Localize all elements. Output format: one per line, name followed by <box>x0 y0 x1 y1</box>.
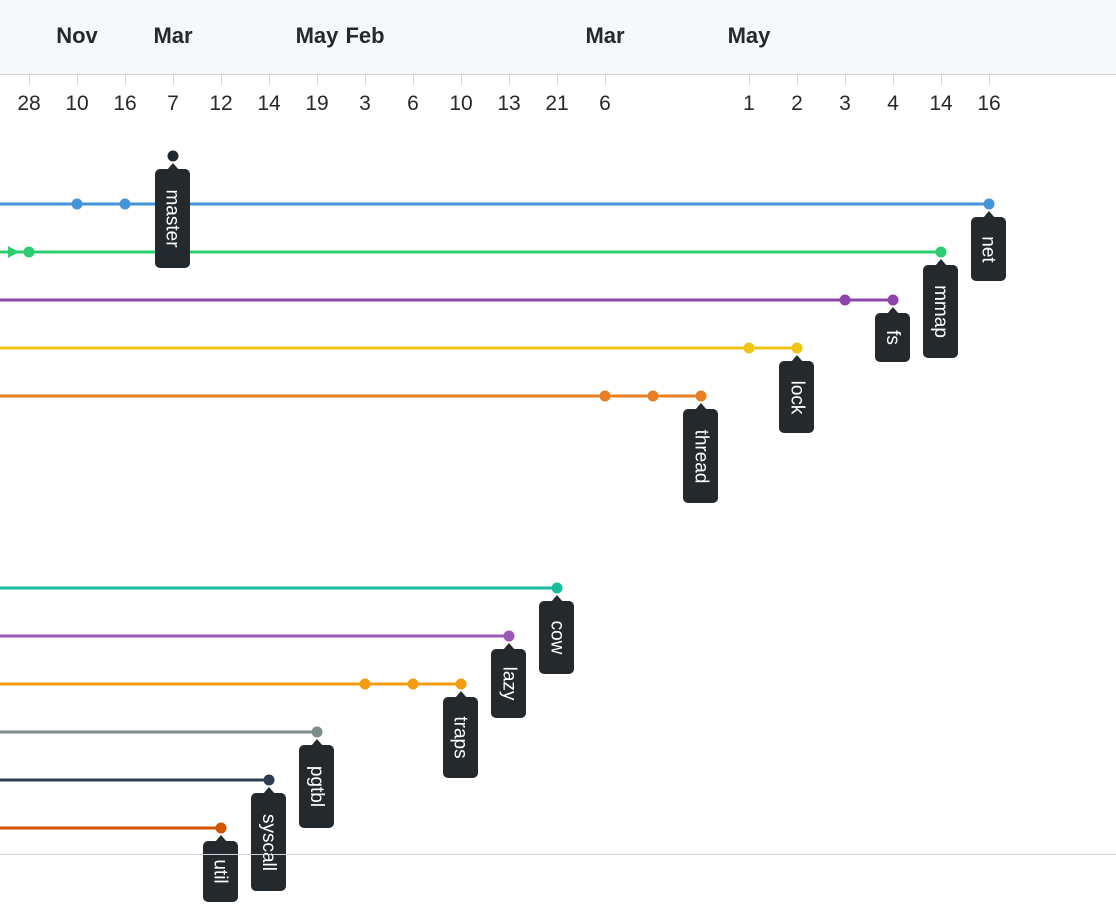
branch-label-syscall[interactable]: syscall <box>251 787 286 891</box>
day-tick <box>365 75 366 85</box>
day-label: 10 <box>449 92 473 115</box>
day-tick <box>413 75 414 85</box>
day-tick <box>893 75 894 85</box>
branch-label-text: traps <box>450 716 471 759</box>
commit-dot[interactable] <box>839 294 851 306</box>
commit-dot[interactable] <box>455 678 467 690</box>
commit-dot[interactable] <box>311 726 323 738</box>
day-label: 21 <box>545 92 569 115</box>
day-tick <box>941 75 942 85</box>
bottom-divider <box>0 854 1116 855</box>
day-tick <box>317 75 318 85</box>
branch-label-traps[interactable]: traps <box>443 691 478 778</box>
day-tick <box>173 75 174 85</box>
day-label: 7 <box>167 92 179 115</box>
month-label-mar-2: Mar <box>585 23 625 48</box>
day-tick <box>221 75 222 85</box>
month-label-may-2: May <box>727 23 771 48</box>
commit-dot[interactable] <box>935 246 947 258</box>
commit-dot[interactable] <box>263 774 275 786</box>
day-label: 1 <box>743 92 755 115</box>
day-label: 2 <box>791 92 803 115</box>
commit-dot[interactable] <box>887 294 899 306</box>
branch-label-text: pgtbl <box>306 765 328 808</box>
day-label: 14 <box>929 92 953 115</box>
day-label: 16 <box>113 92 137 115</box>
day-label: 19 <box>305 92 329 115</box>
day-tick <box>77 75 78 85</box>
branch-label-master[interactable]: master <box>155 163 190 268</box>
commit-dot[interactable] <box>119 198 131 210</box>
day-label: 16 <box>977 92 1001 115</box>
day-label: 4 <box>887 92 899 115</box>
branch-label-mmap[interactable]: mmap <box>923 259 958 358</box>
day-label: 14 <box>257 92 281 115</box>
day-tick <box>461 75 462 85</box>
day-tick <box>749 75 750 85</box>
day-tick <box>845 75 846 85</box>
commit-dot[interactable] <box>407 678 419 690</box>
commit-dot[interactable] <box>743 342 755 354</box>
day-label: 6 <box>407 92 419 115</box>
branch-label-text: syscall <box>258 813 280 871</box>
day-label: 6 <box>599 92 611 115</box>
day-tick <box>557 75 558 85</box>
month-header: Nov Mar May Feb Mar May <box>0 0 1116 75</box>
day-tick <box>989 75 990 85</box>
branch-label-text: lazy <box>497 666 519 701</box>
commit-dot[interactable] <box>791 342 803 354</box>
commit-dot[interactable] <box>647 390 659 402</box>
month-label-may: May <box>295 23 339 48</box>
day-tick <box>29 75 30 85</box>
branch-label-text: mmap <box>930 285 952 338</box>
day-label: 3 <box>839 92 851 115</box>
day-tick <box>797 75 798 85</box>
branch-label-text: fs <box>882 330 903 345</box>
day-tick <box>509 75 510 85</box>
commit-dot[interactable] <box>599 390 611 402</box>
commit-dot[interactable] <box>503 630 515 642</box>
commit-dot[interactable] <box>71 198 83 210</box>
commit-dot[interactable] <box>215 822 227 834</box>
branch-label-pgtbl[interactable]: pgtbl <box>299 739 334 828</box>
branch-label-lazy[interactable]: lazy <box>491 643 526 718</box>
day-tick <box>125 75 126 85</box>
merge-arrow-icon <box>8 246 19 258</box>
branch-label-thread[interactable]: thread <box>683 403 718 503</box>
branch-label-cow[interactable]: cow <box>539 595 574 674</box>
month-label-nov: Nov <box>56 23 98 48</box>
commit-dot[interactable] <box>695 390 707 402</box>
commit-dot[interactable] <box>23 246 35 258</box>
branch-label-net[interactable]: net <box>971 211 1006 281</box>
branch-label-text: net <box>977 235 999 263</box>
day-label: 10 <box>65 92 89 115</box>
day-label: 13 <box>497 92 521 115</box>
commit-dot[interactable] <box>551 582 563 594</box>
branch-label-fs[interactable]: fs <box>875 307 910 362</box>
commit-dot[interactable] <box>983 198 995 210</box>
month-label-mar: Mar <box>153 23 193 48</box>
branch-label-text: cow <box>545 620 567 655</box>
branch-label-text: lock <box>785 380 807 414</box>
day-tick <box>605 75 606 85</box>
branch-label-lock[interactable]: lock <box>779 355 814 433</box>
day-label: 28 <box>17 92 41 115</box>
day-tick <box>269 75 270 85</box>
branch-label-text: util <box>209 859 231 884</box>
branch-label-util[interactable]: util <box>203 835 238 902</box>
month-label-feb: Feb <box>345 23 385 48</box>
commit-dot[interactable] <box>359 678 371 690</box>
branch-label-text: master <box>162 189 184 248</box>
branch-label-text: thread <box>690 429 711 483</box>
commit-dot-master[interactable] <box>167 150 179 162</box>
day-label: 12 <box>209 92 233 115</box>
day-label: 3 <box>359 92 371 115</box>
